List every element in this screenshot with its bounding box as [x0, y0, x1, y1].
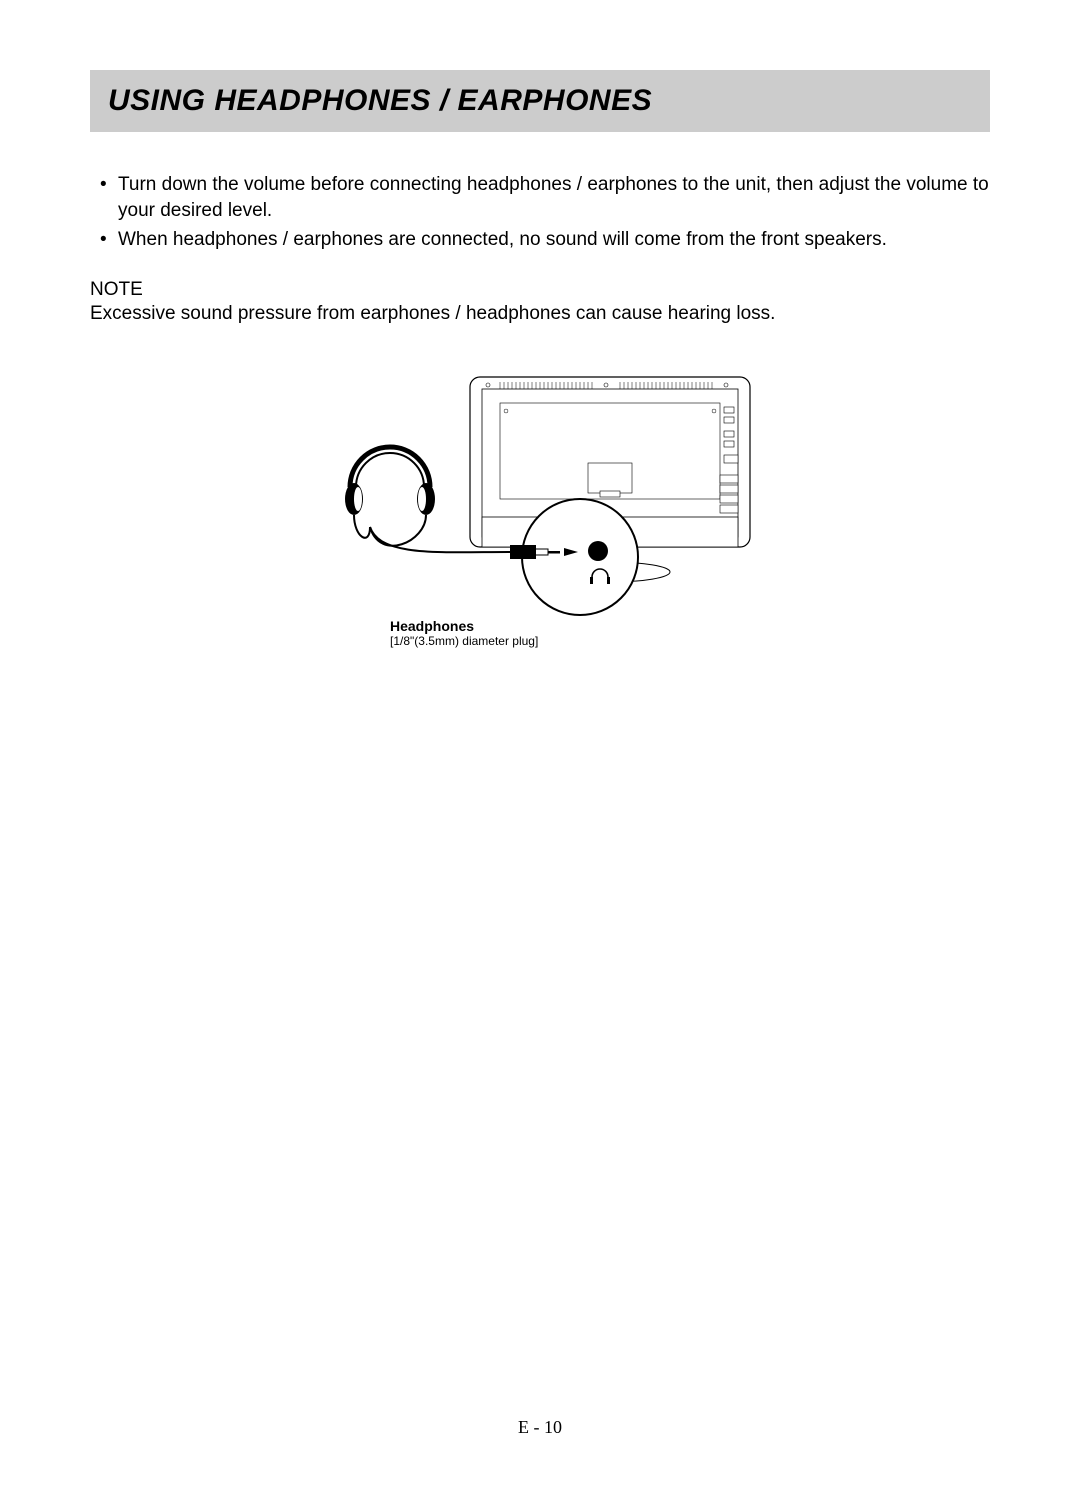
diagram-caption-title: Headphones	[390, 618, 760, 634]
headphone-diagram: Headphones [1/8"(3.5mm) diameter plug]	[320, 367, 760, 648]
instruction-item: When headphones / earphones are connecte…	[118, 227, 990, 253]
note-text: Excessive sound pressure from earphones …	[90, 301, 990, 327]
diagram-svg	[320, 367, 760, 617]
diagram-caption: Headphones [1/8"(3.5mm) diameter plug]	[390, 618, 760, 648]
instruction-list: Turn down the volume before connecting h…	[90, 172, 990, 253]
section-title: USING HEADPHONES / EARPHONES	[108, 84, 652, 117]
section-title-bar: USING HEADPHONES / EARPHONES	[90, 70, 990, 132]
diagram-caption-sub: [1/8"(3.5mm) diameter plug]	[390, 634, 760, 648]
manual-page: USING HEADPHONES / EARPHONES Turn down t…	[0, 0, 1080, 1488]
note-label: NOTE	[90, 279, 990, 301]
instruction-item: Turn down the volume before connecting h…	[118, 172, 990, 223]
page-number: E - 10	[0, 1417, 1080, 1438]
